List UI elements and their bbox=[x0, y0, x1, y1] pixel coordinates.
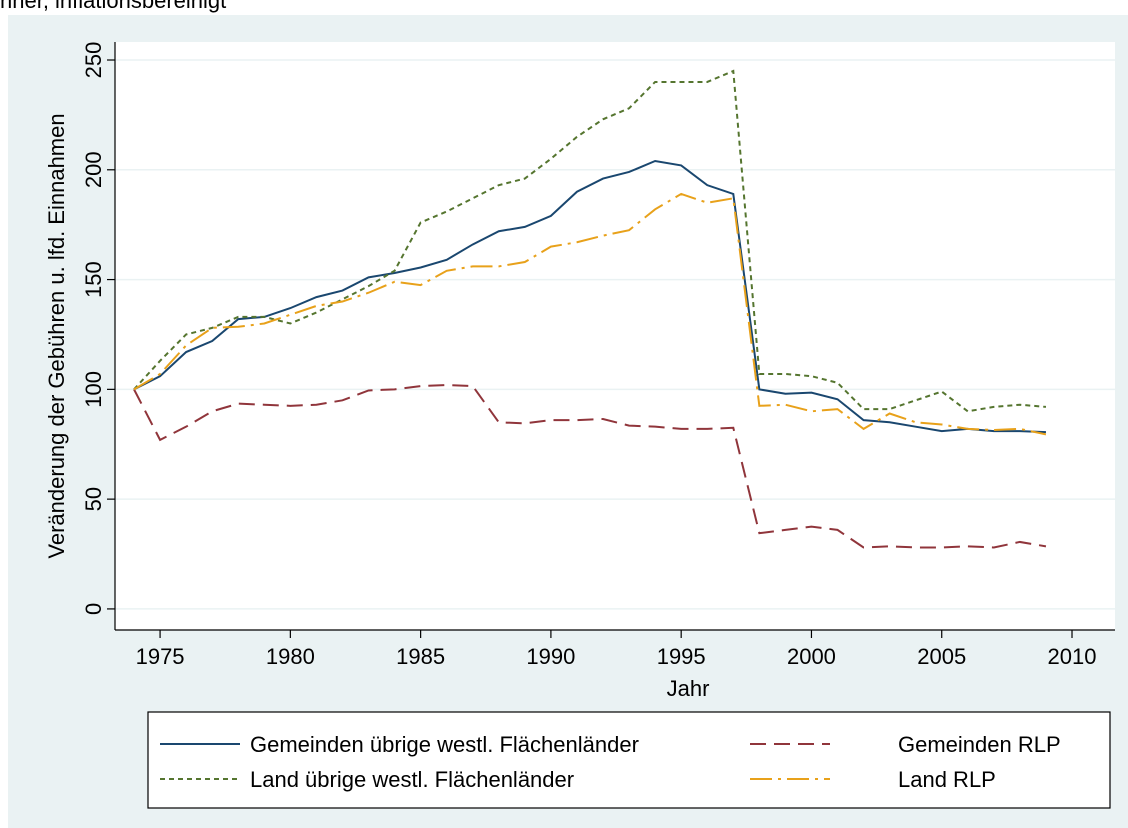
x-tick-label: 1985 bbox=[396, 644, 445, 669]
x-tick-label: 1980 bbox=[266, 644, 315, 669]
y-tick-label: 250 bbox=[81, 42, 106, 79]
legend-label: Land übrige westl. Flächenländer bbox=[250, 767, 574, 792]
y-tick-label: 50 bbox=[81, 487, 106, 511]
y-tick-label: 200 bbox=[81, 151, 106, 188]
caption: nner, inflationsbereinigt bbox=[0, 0, 226, 13]
x-tick-label: 1995 bbox=[657, 644, 706, 669]
series-line bbox=[133, 192, 1047, 436]
x-axis-label: Jahr bbox=[667, 676, 710, 701]
x-tick-label: 1975 bbox=[136, 644, 185, 669]
legend-label: Gemeinden übrige westl. Flächenländer bbox=[250, 732, 639, 757]
plot-area bbox=[115, 42, 1115, 630]
y-tick-label: 150 bbox=[81, 261, 106, 298]
x-tick-label: 2000 bbox=[787, 644, 836, 669]
y-axis-label: Veränderung der Gebühren u. lfd. Einnahm… bbox=[44, 113, 69, 558]
x-tick-label: 2010 bbox=[1048, 644, 1097, 669]
legend-label: Gemeinden RLP bbox=[898, 732, 1061, 757]
x-tick-label: 2005 bbox=[917, 644, 966, 669]
y-tick-label: 100 bbox=[81, 371, 106, 408]
x-tick-label: 1990 bbox=[526, 644, 575, 669]
legend bbox=[147, 711, 1111, 809]
series-line bbox=[133, 159, 1046, 434]
series-line bbox=[133, 69, 1047, 413]
y-tick-label: 0 bbox=[81, 603, 106, 615]
legend-label: Land RLP bbox=[898, 767, 996, 792]
series-line bbox=[133, 383, 1047, 549]
